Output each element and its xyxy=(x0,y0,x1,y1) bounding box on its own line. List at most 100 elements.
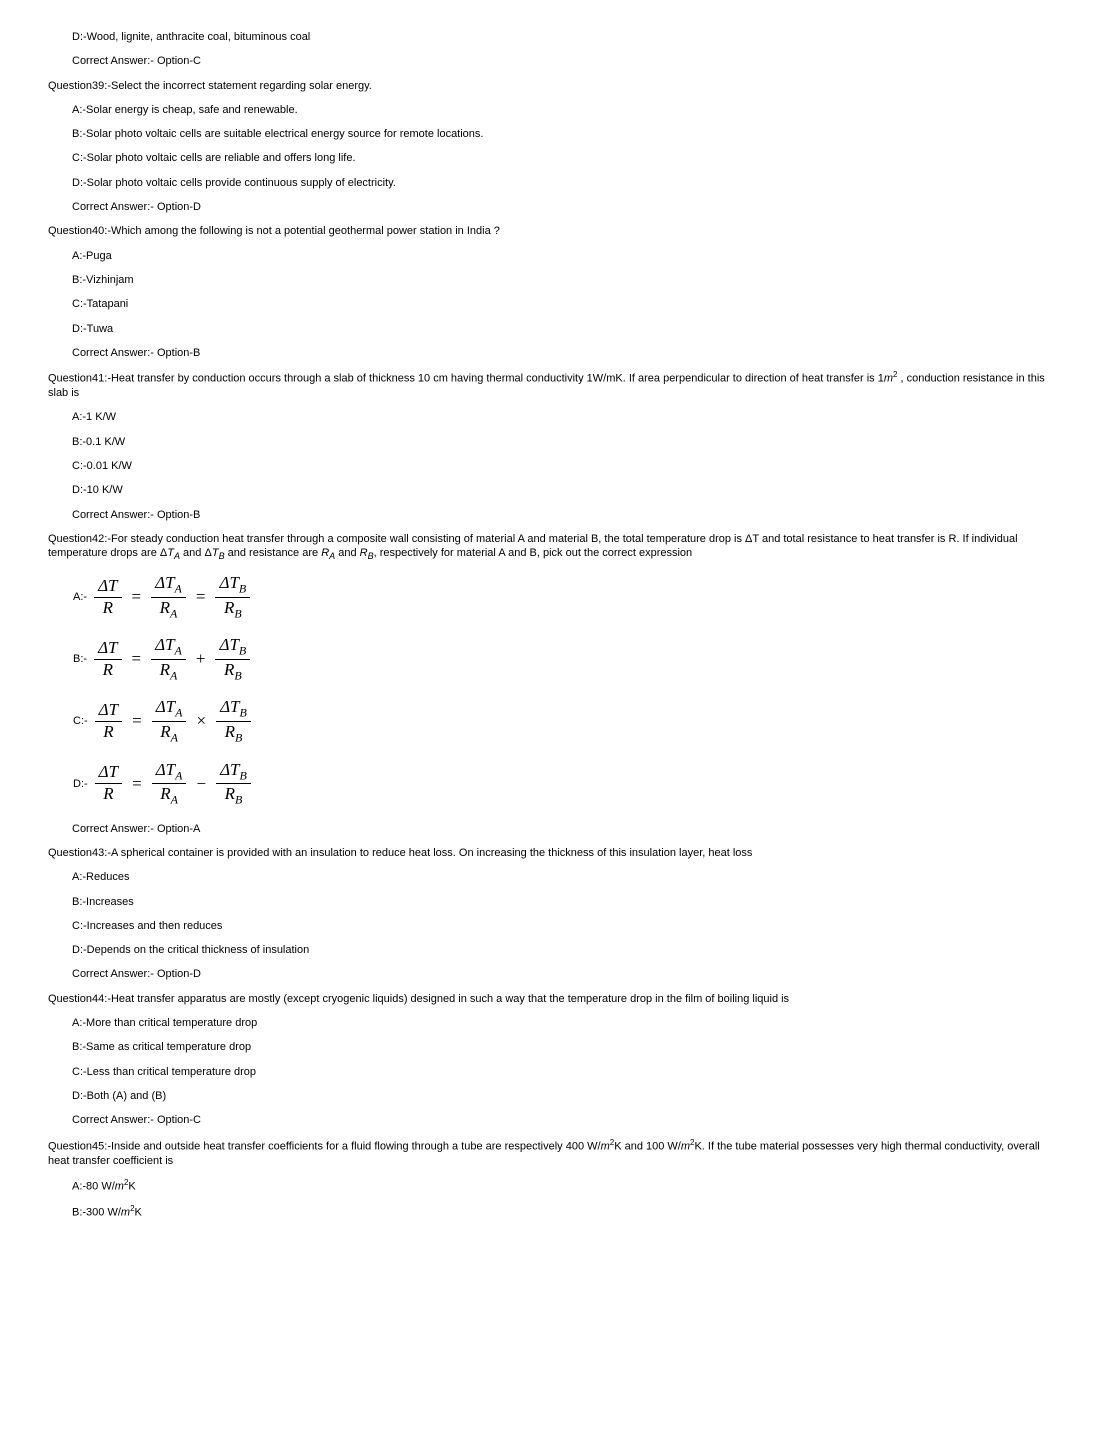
q40-answer: Correct Answer:- Option-B xyxy=(48,346,1057,360)
q45-unit-m1: m xyxy=(601,1140,610,1152)
frac-num: ΔT xyxy=(156,697,175,716)
q44-option-a: A:-More than critical temperature drop xyxy=(48,1016,1057,1030)
q38-answer: Correct Answer:- Option-C xyxy=(48,54,1057,68)
q43-option-a: A:-Reduces xyxy=(48,870,1057,884)
q44-option-d: D:-Both (A) and (B) xyxy=(48,1089,1057,1103)
q41-answer: Correct Answer:- Option-B xyxy=(48,508,1057,522)
frac-num: ΔT xyxy=(155,573,174,592)
op-times: × xyxy=(188,711,214,730)
q45-option-a: A:-80 W/m2K xyxy=(48,1178,1057,1194)
q45-b-post: K xyxy=(135,1206,142,1218)
q39-text: Question39:-Select the incorrect stateme… xyxy=(48,79,1057,93)
frac-num: ΔT xyxy=(219,635,238,654)
frac-sub: B xyxy=(234,606,241,620)
q45-b-pre: B:-300 W/ xyxy=(72,1206,121,1218)
frac-sub: A xyxy=(175,581,182,595)
op-eq: = xyxy=(124,711,150,730)
q44-text: Question44:-Heat transfer apparatus are … xyxy=(48,992,1057,1006)
q42-text-e: , respectively for material A and B, pic… xyxy=(374,547,693,559)
q43-option-c: C:-Increases and then reduces xyxy=(48,919,1057,933)
q41-option-d: D:-10 K/W xyxy=(48,483,1057,497)
q45-b-m: m xyxy=(121,1206,130,1218)
q45-text: Question45:-Inside and outside heat tran… xyxy=(48,1138,1057,1168)
q45-a-m: m xyxy=(115,1180,124,1192)
frac-num: ΔT xyxy=(95,701,122,722)
frac-den: R xyxy=(95,784,122,804)
frac-den: R xyxy=(95,722,122,742)
frac-sub: B xyxy=(239,581,246,595)
q41-text-pre: Question41:-Heat transfer by conduction … xyxy=(48,373,884,385)
frac-num: ΔT xyxy=(94,639,121,660)
frac-sub: B xyxy=(235,793,242,807)
q43-answer: Correct Answer:- Option-D xyxy=(48,967,1057,981)
frac-sub: A xyxy=(175,706,182,720)
q39-option-b: B:-Solar photo voltaic cells are suitabl… xyxy=(48,127,1057,141)
frac-sub: A xyxy=(170,606,177,620)
q40-option-b: B:-Vizhinjam xyxy=(48,273,1057,287)
frac-den: R xyxy=(224,598,234,617)
frac-sub: A xyxy=(175,768,182,782)
q41-text: Question41:-Heat transfer by conduction … xyxy=(48,370,1057,400)
frac-sub: B xyxy=(239,644,246,658)
frac-sub: B xyxy=(235,730,242,744)
q42-r2: R xyxy=(360,547,368,559)
frac-den: R xyxy=(224,660,234,679)
q45-option-b: B:-300 W/m2K xyxy=(48,1204,1057,1220)
q40-option-a: A:-Puga xyxy=(48,249,1057,263)
q42-text: Question42:-For steady conduction heat t… xyxy=(48,532,1057,563)
q43-text: Question43:-A spherical container is pro… xyxy=(48,846,1057,860)
frac-num: ΔT xyxy=(220,760,239,779)
frac-sub: B xyxy=(240,768,247,782)
q42-option-a: A:- ΔTR = ΔTARA = ΔTBRB xyxy=(48,573,1057,621)
frac-sub: B xyxy=(240,706,247,720)
q42-t2: T xyxy=(212,547,219,559)
op-eq: = xyxy=(124,774,150,793)
q42-answer: Correct Answer:- Option-A xyxy=(48,822,1057,836)
q41-option-b: B:-0.1 K/W xyxy=(48,435,1057,449)
frac-den: R xyxy=(160,660,170,679)
op-plus: + xyxy=(188,649,214,668)
op-eq: = xyxy=(188,587,214,606)
frac-num: ΔT xyxy=(219,573,238,592)
frac-den: R xyxy=(94,598,121,618)
frac-sub: A xyxy=(171,793,178,807)
q44-answer: Correct Answer:- Option-C xyxy=(48,1113,1057,1127)
q41-option-c: C:-0.01 K/W xyxy=(48,459,1057,473)
q40-text: Question40:-Which among the following is… xyxy=(48,224,1057,238)
q40-option-c: C:-Tatapani xyxy=(48,297,1057,311)
q42-label-c: C:- xyxy=(72,697,94,745)
q45-a-pre: A:-80 W/ xyxy=(72,1180,115,1192)
frac-num: ΔT xyxy=(94,577,121,598)
q39-option-d: D:-Solar photo voltaic cells provide con… xyxy=(48,176,1057,190)
q42-label-a: A:- xyxy=(72,573,93,621)
frac-sub: A xyxy=(175,644,182,658)
frac-num: ΔT xyxy=(155,635,174,654)
frac-num: ΔT xyxy=(156,760,175,779)
q42-text-c: and resistance are xyxy=(225,547,322,559)
q44-option-b: B:-Same as critical temperature drop xyxy=(48,1040,1057,1054)
q43-option-d: D:-Depends on the critical thickness of … xyxy=(48,943,1057,957)
frac-den: R xyxy=(225,722,235,741)
op-minus: − xyxy=(188,774,214,793)
op-eq: = xyxy=(124,587,150,606)
q39-answer: Correct Answer:- Option-D xyxy=(48,200,1057,214)
q43-option-b: B:-Increases xyxy=(48,895,1057,909)
q42-option-b: B:- ΔTR = ΔTARA + ΔTBRB xyxy=(48,635,1057,683)
frac-num: ΔT xyxy=(95,763,122,784)
frac-num: ΔT xyxy=(220,697,239,716)
q42-r1: R xyxy=(321,547,329,559)
q45-text-a: Question45:-Inside and outside heat tran… xyxy=(48,1140,601,1152)
frac-den: R xyxy=(94,660,121,680)
q42-label-b: B:- xyxy=(72,635,93,683)
frac-sub: B xyxy=(234,668,241,682)
q45-text-b: K and 100 W/ xyxy=(614,1140,681,1152)
q42-label-d: D:- xyxy=(72,760,94,808)
q41-option-a: A:-1 K/W xyxy=(48,410,1057,424)
q42-text-d: and xyxy=(335,547,359,559)
q40-option-d: D:-Tuwa xyxy=(48,322,1057,336)
q38-option-d: D:-Wood, lignite, anthracite coal, bitum… xyxy=(48,30,1057,44)
frac-den: R xyxy=(160,722,170,741)
frac-sub: A xyxy=(171,730,178,744)
op-eq: = xyxy=(124,649,150,668)
frac-den: R xyxy=(160,598,170,617)
